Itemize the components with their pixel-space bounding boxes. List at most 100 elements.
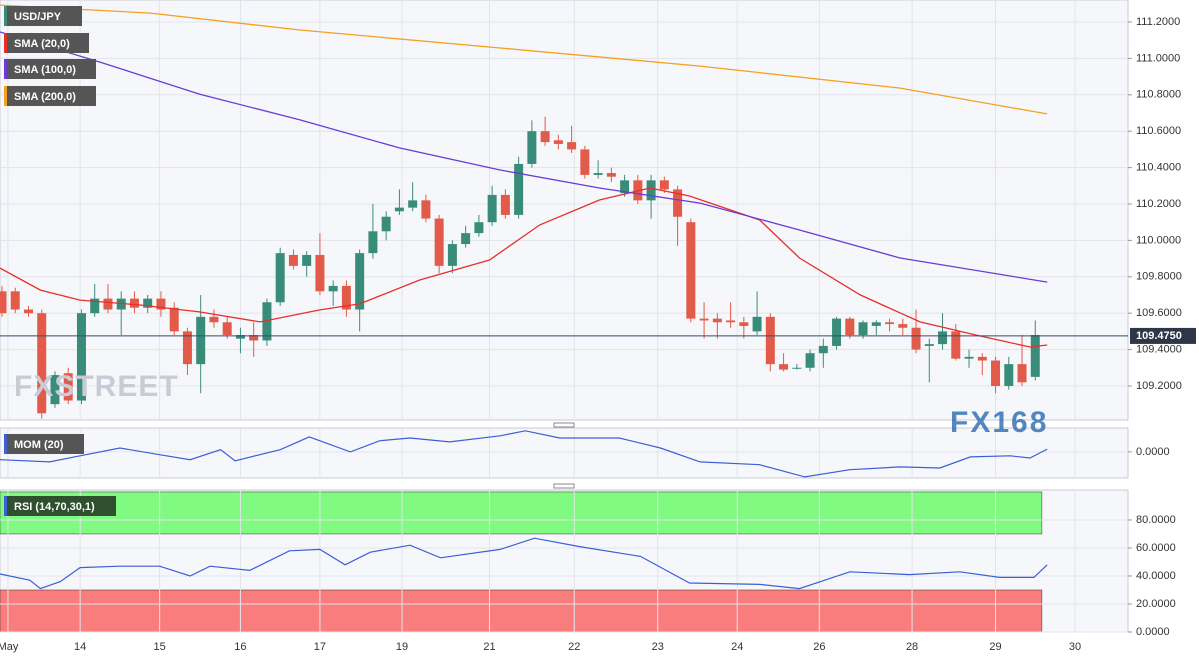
tag: USD/JPY <box>4 6 82 26</box>
candle-body <box>739 322 749 326</box>
candle-body <box>196 316 206 365</box>
y-tick-label: 109.2000 <box>1136 380 1182 392</box>
candle-body <box>10 291 20 310</box>
tag-stripe <box>4 33 7 53</box>
x-tick-label: 22 <box>568 641 580 653</box>
y-tick-label: 110.8000 <box>1136 89 1181 101</box>
candle-body <box>514 163 524 215</box>
candle-body <box>394 207 404 212</box>
x-tick-label: 23 <box>652 641 664 653</box>
tag-box <box>4 496 116 516</box>
tag-stripe <box>4 434 7 454</box>
y-tick-label: 80.0000 <box>1136 514 1176 526</box>
y-tick-label: 110.6000 <box>1136 125 1181 137</box>
last-price-label: 109.4750 <box>1136 330 1182 342</box>
candle-body <box>129 298 139 308</box>
candle-body <box>500 194 510 215</box>
last-price-box <box>1130 327 1196 344</box>
candle-body <box>606 173 616 177</box>
candle-body <box>580 149 590 175</box>
candle-body <box>355 253 365 310</box>
candle-body <box>951 331 961 359</box>
candle-body <box>302 254 312 266</box>
candle-body <box>487 194 497 223</box>
panel-handle[interactable] <box>553 422 575 428</box>
x-tick-label: 28 <box>906 641 918 653</box>
candle-body <box>792 367 802 369</box>
x-tick-label: 21 <box>483 641 495 653</box>
candle-body <box>765 316 775 365</box>
candle-body <box>858 322 868 336</box>
y-tick-label: 0.0000 <box>1136 626 1170 638</box>
y-tick-label: 109.4000 <box>1136 343 1182 355</box>
candle-body <box>1017 364 1027 383</box>
candle-body <box>90 298 100 314</box>
y-tick-label: 40.0000 <box>1136 570 1176 582</box>
tag: RSI (14,70,30,1) <box>4 496 116 516</box>
x-tick-label: 14 <box>74 641 86 653</box>
tag-stripe <box>4 6 7 26</box>
indicator-line <box>0 430 1048 478</box>
band <box>0 491 1043 535</box>
candle-body <box>659 180 669 190</box>
candle-body <box>169 307 179 332</box>
candle-body <box>474 222 484 234</box>
tag-text: SMA (200,0) <box>14 91 76 103</box>
tag: SMA (100,0) <box>4 59 96 79</box>
x-tick-label: May <box>0 641 19 653</box>
handle[interactable] <box>553 483 575 489</box>
candle-body <box>76 313 86 401</box>
candle-body <box>0 291 7 314</box>
candle-body <box>540 131 550 143</box>
candle-body <box>103 298 113 310</box>
tag-box <box>4 434 84 454</box>
candle-body <box>885 322 895 325</box>
candle-body <box>779 364 789 370</box>
candle-body <box>209 316 219 323</box>
tag: MOM (20) <box>4 434 84 454</box>
candle-body <box>1030 335 1040 377</box>
candle-body <box>288 254 298 266</box>
tag-stripe <box>4 496 7 516</box>
candle-body <box>328 285 338 292</box>
candle-body <box>23 309 33 314</box>
candle-body <box>911 327 921 350</box>
candle-body <box>818 345 828 354</box>
candle-body <box>593 173 603 175</box>
candle-body <box>871 322 881 326</box>
candle-body <box>381 216 391 232</box>
tag-text: USD/JPY <box>14 11 62 23</box>
candle-body <box>222 322 232 336</box>
tag-box <box>4 59 96 79</box>
sma-line <box>0 31 1048 283</box>
tag-text: SMA (100,0) <box>14 64 76 76</box>
x-tick-label: 29 <box>989 641 1001 653</box>
candle-body <box>63 373 73 401</box>
candle-body <box>699 318 709 321</box>
x-tick-label: 26 <box>813 641 825 653</box>
y-tick-label: 60.0000 <box>1136 542 1176 554</box>
candle-body <box>37 313 47 414</box>
candle-body <box>421 200 431 219</box>
candle-body <box>249 335 259 341</box>
tag: SMA (20,0) <box>4 33 89 53</box>
candle-body <box>752 316 762 332</box>
candle-body <box>938 331 948 345</box>
y-tick-label: 111.0000 <box>1136 52 1180 64</box>
tag-box <box>4 86 96 106</box>
handle[interactable] <box>553 422 575 428</box>
y-tick-label: 109.6000 <box>1136 307 1182 319</box>
tag: SMA (200,0) <box>4 86 96 106</box>
y-tick-label: 0.0000 <box>1136 446 1170 458</box>
candle-body <box>461 233 471 245</box>
candle-body <box>898 324 908 328</box>
x-tick-label: 19 <box>396 641 408 653</box>
panel-handle[interactable] <box>553 483 575 489</box>
tag-text: RSI (14,70,30,1) <box>14 501 95 513</box>
candle-body <box>567 142 577 150</box>
candle-body <box>553 140 563 144</box>
candle-body <box>315 254 325 292</box>
candle-body <box>1004 364 1014 386</box>
candle-body <box>712 318 722 323</box>
